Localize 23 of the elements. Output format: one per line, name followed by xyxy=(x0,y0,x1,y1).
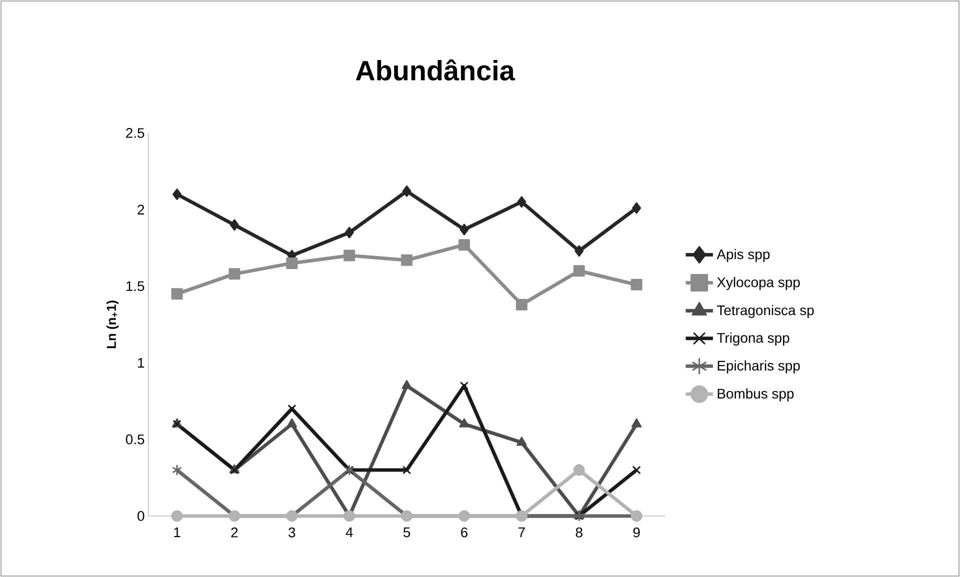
y-tick-label: 1 xyxy=(138,358,144,368)
y-tick-label: 0.5 xyxy=(126,434,144,444)
x-tick-label: 4 xyxy=(346,528,353,538)
chart-title: Abundância xyxy=(356,59,516,81)
legend-label: Apis spp xyxy=(716,248,770,262)
x-tick-label: 8 xyxy=(576,527,582,538)
legend-label: Trigona spp xyxy=(716,332,790,346)
x-tick-label: 5 xyxy=(403,528,410,538)
y-tick-label: 2 xyxy=(138,204,144,214)
x-tick-label: 7 xyxy=(518,528,525,538)
x-tick-label: 3 xyxy=(288,527,296,538)
x-tick-label: 9 xyxy=(633,527,640,538)
x-tick-label: 6 xyxy=(461,527,468,538)
legend-label: Bombus spp xyxy=(718,388,794,402)
y-tick-label: 0 xyxy=(138,511,144,521)
y-tick-label: 1.5 xyxy=(126,281,144,292)
y-tick-label: 2.5 xyxy=(126,128,144,138)
legend-label: Epicharis spp xyxy=(718,360,800,374)
legend-label: Tetragonisca sp xyxy=(716,304,814,318)
y-axis-title: Ln (n$_{+}$1) xyxy=(106,300,119,348)
x-tick-label: 1 xyxy=(174,528,180,538)
x-tick-label: 2 xyxy=(231,527,238,538)
legend-label: Xylocopa spp xyxy=(716,276,800,290)
